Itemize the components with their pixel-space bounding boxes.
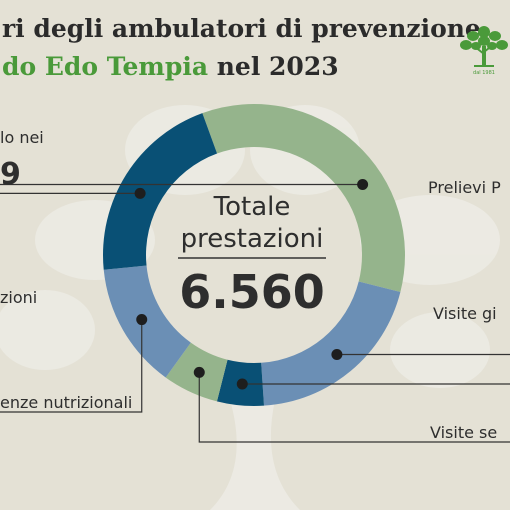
label-visite-gi: Visite gi — [433, 304, 497, 323]
segment-dot-4 — [136, 314, 148, 326]
logo-year: dal 1981 — [473, 70, 495, 76]
title-highlight: do Edo Tempia — [2, 52, 209, 81]
donut-segment-4 — [103, 265, 191, 378]
label-nei: lo nei — [0, 128, 44, 147]
donut-segment-5 — [103, 113, 218, 270]
segment-dots — [134, 178, 369, 390]
label-visite-se: Visite se — [430, 423, 497, 442]
center-total: 6.560 — [179, 265, 325, 319]
title-rest: nel 2023 — [208, 52, 339, 81]
logo: dal 1981 — [460, 24, 508, 78]
segment-dot-3 — [193, 366, 205, 378]
leader-lines — [0, 183, 510, 443]
segment-dot-5 — [134, 187, 146, 199]
leader-line-4 — [0, 319, 143, 413]
segment-dot-2 — [236, 378, 248, 390]
center-label-line2: prestazioni — [181, 224, 324, 254]
segment-dot-1 — [331, 348, 343, 360]
donut-segments — [103, 104, 406, 406]
tree-icon — [460, 26, 508, 67]
segment-dot-0 — [357, 178, 369, 190]
label-nutrizionali: enze nutrizionali — [0, 393, 132, 412]
value-nei: 9 — [0, 157, 21, 192]
leader-line-3 — [198, 372, 510, 443]
title-line-1: ri degli ambulatori di prevenzione — [2, 14, 481, 43]
donut-segment-0 — [202, 104, 406, 293]
donut-segment-1 — [261, 281, 401, 406]
label-zioni: zioni — [0, 288, 37, 307]
center-label-line1: Totale — [213, 192, 291, 222]
title-line-2: do Edo Tempia nel 2023 — [2, 52, 339, 81]
label-prelievi: Prelievi P — [428, 178, 501, 197]
